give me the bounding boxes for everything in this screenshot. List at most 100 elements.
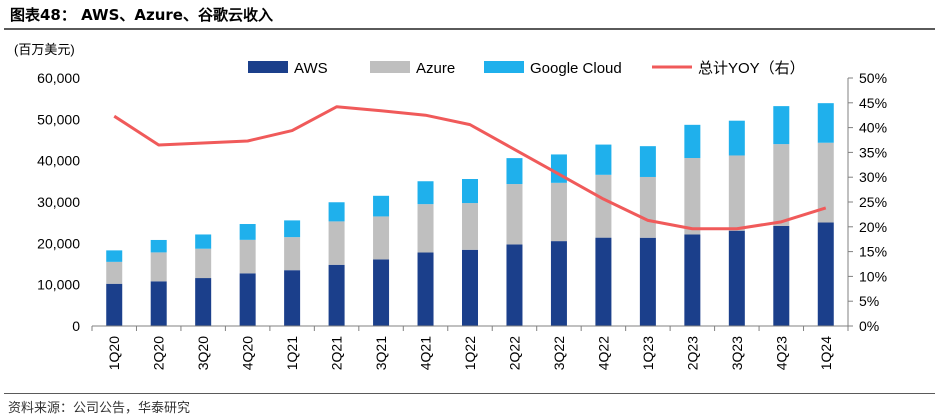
bar-google-cloud [684,124,701,159]
bar-aws [106,283,123,326]
bar-azure [284,237,301,271]
x-tick-label: 3Q22 [551,336,567,370]
bar-series [106,103,834,326]
bar-aws [773,225,790,326]
left-tick-label: 10,000 [37,277,80,293]
bar-google-cloud [417,181,434,205]
bar-azure [150,252,167,282]
bar-google-cloud [284,220,301,238]
bar-azure [639,176,656,238]
bar-azure [773,144,790,226]
x-tick-label: 3Q21 [373,336,389,370]
left-tick-label: 20,000 [37,235,80,251]
legend-label: Google Cloud [530,60,622,77]
x-tick-label: 2Q22 [506,336,522,370]
yoy-line-series [113,105,827,231]
figure-footer: 资料来源：公司公告，华泰研究 [4,393,935,416]
left-tick-label: 50,000 [37,111,80,127]
x-tick-label: 4Q21 [418,336,434,370]
legend-swatch [484,61,524,73]
bar-google-cloud [150,239,167,253]
x-tick-label: 3Q20 [195,336,211,370]
bar-google-cloud [328,202,345,222]
left-tick-label: 60,000 [37,70,80,86]
legend-swatch [248,61,288,73]
bar-azure [684,158,701,235]
x-tick-label: 4Q22 [595,336,611,370]
right-tick-label: 15% [859,244,887,260]
figure-title: 图表48： AWS、Azure、谷歌云收入 [10,6,273,24]
legend-label: AWS [294,60,328,77]
bar-google-cloud [462,179,478,204]
bar-aws [284,270,301,326]
bar-google-cloud [106,250,123,262]
left-tick-label: 0 [72,318,80,334]
bar-aws [639,237,656,326]
bar-azure [195,248,212,279]
bar-azure [462,203,478,250]
legend-label: Azure [416,60,455,77]
bar-google-cloud [195,234,212,249]
bar-azure [328,221,345,265]
x-tick-label: 1Q20 [106,336,122,370]
bar-google-cloud [728,120,745,156]
x-tick-label: 4Q20 [240,336,256,370]
legend-label: 总计YOY（右） [698,60,805,77]
bar-google-cloud [506,158,523,185]
left-axis: 0 10,000 20,000 30,000 40,000 50,000 60,000 [37,70,80,334]
bar-google-cloud [817,103,834,143]
x-tick-label: 1Q21 [284,336,300,370]
bar-azure [239,239,256,274]
figure-header: 图表48： AWS、Azure、谷歌云收入 [4,0,935,30]
chart-legend: AWS Azure Google Cloud 总计YOY（右） [248,60,805,77]
revenue-chart: (百万美元) AWS Azure Google Cloud 总计YOY（右） 0 10,… [14,42,887,370]
bar-aws [417,252,434,326]
bar-aws [195,278,212,326]
bar-google-cloud [373,195,390,217]
bar-aws [328,264,345,326]
bar-azure [106,261,123,284]
yoy-line [113,105,827,231]
left-tick-label: 40,000 [37,153,80,169]
bar-azure [817,142,834,223]
bar-azure [417,204,434,253]
right-tick-label: 5% [859,293,879,309]
x-axis: 1Q20 2Q20 3Q20 4Q20 1Q21 2Q21 3Q21 4Q21 1Q22 2Q22… [91,325,849,370]
bar-aws [595,237,612,326]
x-tick-label: 3Q23 [729,336,745,370]
x-tick-label: 1Q24 [818,336,834,370]
left-tick-label: 30,000 [37,194,80,210]
right-axis: 0% 5% 10% 15% 20% 25% 30% 35% 40% 45% 50% [847,70,887,334]
legend-swatch [370,61,410,73]
right-tick-label: 50% [859,70,887,86]
bar-google-cloud [773,106,790,145]
bar-aws [462,249,478,326]
bar-azure [550,182,567,242]
bar-azure [728,155,745,231]
x-tick-label: 1Q23 [640,336,656,370]
bar-azure [373,216,390,260]
x-tick-label: 2Q21 [329,336,345,370]
bar-aws [728,230,745,326]
bar-google-cloud [595,144,612,175]
right-tick-label: 35% [859,144,887,160]
right-tick-label: 20% [859,219,887,235]
bar-aws [150,281,167,326]
bar-aws [239,273,256,326]
bar-aws [506,244,523,326]
bar-google-cloud [239,224,256,240]
source-note: 资料来源：公司公告，华泰研究 [8,401,191,416]
right-tick-label: 10% [859,268,887,284]
bar-azure [506,184,523,245]
right-tick-label: 25% [859,194,887,210]
x-tick-label: 2Q23 [684,336,700,370]
x-tick-label: 2Q20 [151,336,167,370]
x-tick-label: 4Q23 [773,336,789,370]
bar-azure [595,174,612,238]
bar-aws [684,234,701,326]
bar-aws [817,222,834,326]
right-tick-label: 45% [859,95,887,111]
right-tick-label: 0% [859,318,879,334]
unit-label: (百万美元) [14,42,75,57]
x-tick-label: 1Q22 [462,336,478,370]
